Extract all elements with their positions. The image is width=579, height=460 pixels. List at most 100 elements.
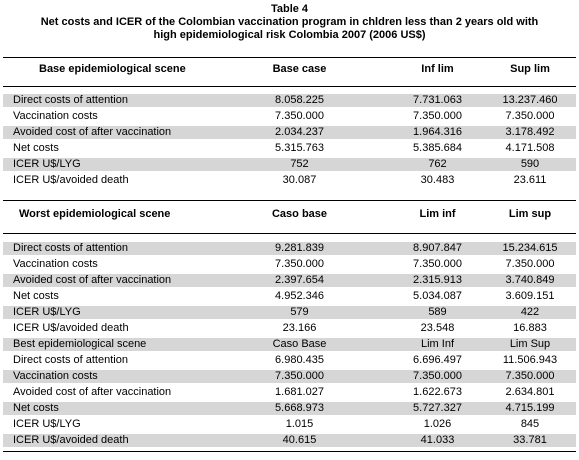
cell-value: 7.350.000 (505, 110, 555, 122)
cell-value: 5.727.327 (413, 402, 462, 414)
cell-value: 3.740.849 (505, 274, 555, 286)
cell-value: 762 (428, 158, 447, 170)
cell-value: 23.611 (513, 174, 547, 186)
cell-value: 7.350.000 (505, 258, 555, 270)
cell-value: 41.033 (420, 434, 455, 446)
row-label: Avoided cost of after vaccination (13, 126, 172, 138)
cell-value: 3.609.151 (505, 290, 555, 302)
header-col-3: Lim Sup (509, 338, 551, 350)
cell-value: 2.634.801 (505, 386, 555, 398)
table-row: ICER U$/LYG 1.015 1.026 845 (3, 418, 576, 431)
table-row: ICER U$/avoided death 40.615 41.033 33.7… (3, 434, 576, 447)
cell-value: 6.980.435 (275, 354, 324, 366)
section-header-worst: Worst epidemiological scene Caso base Li… (3, 208, 576, 221)
cell-value: 23.548 (420, 322, 455, 334)
row-label: ICER U$/LYG (13, 158, 81, 170)
table-row: ICER U$/avoided death 23.166 23.548 16.8… (3, 322, 576, 335)
row-label: ICER U$/LYG (13, 306, 81, 318)
cell-value: 15.234.615 (502, 242, 558, 254)
cell-value: 30.087 (282, 174, 317, 186)
row-label: Vaccination costs (13, 110, 98, 122)
cell-value: 1.681.027 (275, 386, 324, 398)
table-row: Direct costs of attention 8.058.225 7.73… (3, 94, 576, 107)
row-label: Net costs (13, 402, 59, 414)
section-rule (3, 86, 576, 87)
table-number: Table 4 (270, 3, 309, 15)
cell-value: 579 (290, 306, 309, 318)
section-header-base: Base epidemiological scene Base case Inf… (3, 63, 576, 76)
cell-value: 1.964.316 (413, 126, 462, 138)
table-row: Direct costs of attention 6.980.435 6.69… (3, 354, 576, 367)
top-rule (3, 57, 576, 58)
cell-value: 589 (428, 306, 447, 318)
row-label: Direct costs of attention (13, 354, 128, 366)
header-col-3: Lim sup (508, 208, 552, 220)
table-row: ICER U$/LYG 752 762 590 (3, 158, 576, 171)
row-label: Avoided cost of after vaccination (13, 274, 172, 286)
cell-value: 5.385.684 (413, 142, 462, 154)
cell-value: 7.731.063 (413, 94, 462, 106)
table-title-line-2: high epidemiological risk Colombia 2007 … (153, 29, 426, 41)
cell-value: 2.315.913 (413, 274, 462, 286)
row-label: Net costs (13, 290, 59, 302)
table-row: Direct costs of attention 9.281.839 8.90… (3, 242, 576, 255)
table-title-line-1: Net costs and ICER of the Colombian vacc… (40, 16, 539, 28)
cell-value: 1.026 (423, 418, 452, 430)
cell-value: 11.506.943 (502, 354, 558, 366)
cell-value: 9.281.839 (275, 242, 324, 254)
cell-value: 7.350.000 (275, 258, 324, 270)
cell-value: 40.615 (282, 434, 317, 446)
cell-value: 16.883 (513, 322, 547, 334)
header-col-2: Lim inf (419, 208, 456, 220)
header-col-2: Lim Inf (420, 338, 454, 350)
cell-value: 7.350.000 (275, 110, 324, 122)
cell-value: 7.350.000 (505, 370, 555, 382)
cell-value: 23.166 (282, 322, 317, 334)
cell-value: 7.350.000 (413, 258, 462, 270)
table-row: Net costs 5.668.973 5.727.327 4.715.199 (3, 402, 576, 415)
cell-value: 33.781 (513, 434, 547, 446)
row-label: ICER U$/avoided death (13, 174, 129, 186)
cell-value: 30.483 (420, 174, 455, 186)
table-row: Vaccination costs 7.350.000 7.350.000 7.… (3, 370, 576, 383)
row-label: ICER U$/LYG (13, 418, 81, 430)
header-col-3: Sup lim (510, 63, 550, 75)
table-row: ICER U$/avoided death 30.087 30.483 23.6… (3, 174, 576, 187)
row-label: Vaccination costs (13, 370, 98, 382)
section-rule (3, 200, 576, 201)
header-col-1: Base case (272, 63, 327, 75)
cell-value: 7.350.000 (275, 370, 324, 382)
cell-value: 7.350.000 (413, 110, 462, 122)
cell-value: 1.015 (285, 418, 314, 430)
row-label: Avoided cost of after vaccination (13, 386, 172, 398)
table-row: Net costs 5.315.763 5.385.684 4.171.508 (3, 142, 576, 155)
table-row: Vaccination costs 7.350.000 7.350.000 7.… (3, 110, 576, 123)
cell-value: 5.034.087 (413, 290, 462, 302)
table-row: Vaccination costs 7.350.000 7.350.000 7.… (3, 258, 576, 271)
cell-value: 8.907.847 (413, 242, 462, 254)
row-label: Net costs (13, 142, 59, 154)
cell-value: 2.034.237 (275, 126, 324, 138)
table-row: Avoided cost of after vaccination 2.034.… (3, 126, 576, 139)
cell-value: 422 (520, 306, 540, 318)
cell-value: 752 (290, 158, 309, 170)
table-row: ICER U$/LYG 579 589 422 (3, 306, 576, 319)
cell-value: 13.237.460 (502, 94, 558, 106)
cell-value: 5.668.973 (275, 402, 324, 414)
header-col-2: Inf lim (421, 63, 454, 75)
cell-value: 845 (520, 418, 540, 430)
header-col-1: Caso base (271, 208, 328, 220)
cell-value: 590 (520, 158, 540, 170)
section-header-best: Best epidemiological scene Caso Base Lim… (3, 338, 576, 351)
bottom-rule (3, 451, 576, 452)
row-label: Direct costs of attention (13, 94, 128, 106)
cell-value: 8.058.225 (275, 94, 324, 106)
cell-value: 4.171.508 (505, 142, 555, 154)
header-label: Worst epidemiological scene (19, 208, 171, 220)
cell-value: 5.315.763 (275, 142, 324, 154)
header-col-1: Caso Base (272, 338, 327, 350)
table-row: Avoided cost of after vaccination 2.397.… (3, 274, 576, 287)
cell-value: 6.696.497 (413, 354, 462, 366)
cell-value: 3.178.492 (505, 126, 555, 138)
cell-value: 1.622.673 (413, 386, 462, 398)
